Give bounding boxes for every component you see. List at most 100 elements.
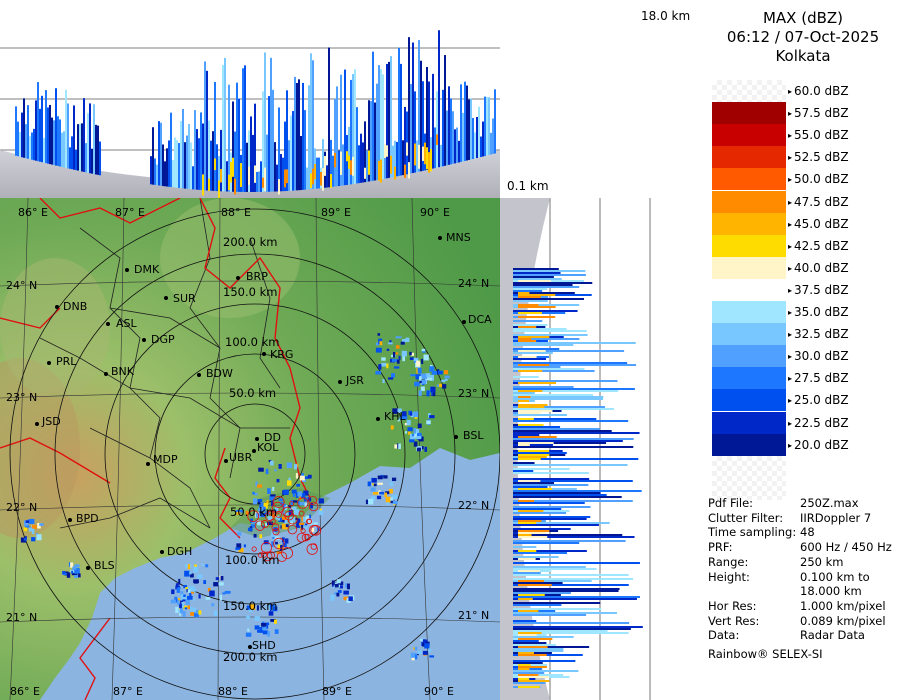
echo-column bbox=[192, 166, 194, 190]
echo-row bbox=[513, 552, 568, 554]
echo-column bbox=[166, 148, 168, 187]
echo-pixel bbox=[390, 500, 395, 504]
echo-pixel bbox=[25, 520, 31, 524]
echo-row bbox=[513, 432, 640, 434]
echo-pixel bbox=[196, 574, 203, 579]
echo-pixel bbox=[391, 477, 397, 482]
echo-column bbox=[256, 171, 258, 192]
echo-outline bbox=[262, 551, 273, 562]
station-marker bbox=[68, 518, 72, 522]
echo-row bbox=[513, 604, 562, 606]
echo-row bbox=[513, 566, 586, 568]
echo-row bbox=[518, 396, 531, 398]
echo-column bbox=[494, 89, 496, 154]
echo-column bbox=[274, 142, 276, 192]
echo-column bbox=[318, 157, 320, 189]
echo-pixel bbox=[429, 366, 435, 372]
echo-outline bbox=[251, 546, 257, 552]
station-label: UBR bbox=[229, 451, 253, 464]
echo-pixel bbox=[397, 418, 400, 422]
echo-row bbox=[513, 522, 610, 524]
metadata-value: 0.100 km to bbox=[800, 569, 870, 584]
echo-row bbox=[513, 472, 589, 474]
echo-column bbox=[408, 37, 410, 174]
echo-pixel bbox=[299, 501, 306, 506]
lon-label-bottom: 87° E bbox=[113, 685, 143, 698]
legend-label: 45.0 dBZ bbox=[788, 217, 849, 233]
echo-column bbox=[428, 81, 430, 170]
echo-column bbox=[338, 150, 340, 187]
station-label: KRG bbox=[270, 348, 294, 361]
range-ring-label: 50.0 km bbox=[230, 505, 278, 519]
echo-row bbox=[513, 392, 535, 394]
echo-pixel bbox=[267, 604, 272, 610]
echo-column bbox=[464, 81, 466, 161]
echo-row bbox=[518, 686, 540, 688]
earth-curvature-shading bbox=[0, 150, 500, 198]
echo-pixel bbox=[77, 573, 81, 578]
echo-column bbox=[244, 65, 246, 192]
echo-column bbox=[31, 132, 33, 160]
echo-pixel bbox=[265, 468, 269, 475]
echo-pixel bbox=[283, 489, 289, 495]
echo-row bbox=[518, 520, 542, 522]
echo-column bbox=[492, 118, 494, 155]
echo-pixel bbox=[286, 462, 293, 469]
echo-column bbox=[33, 128, 35, 161]
echo-column bbox=[212, 131, 214, 191]
echo-row bbox=[513, 508, 562, 510]
echo-pixel bbox=[375, 370, 382, 375]
metadata-key: Time sampling: bbox=[708, 525, 797, 540]
echo-pixel bbox=[192, 566, 199, 573]
echo-row bbox=[513, 368, 585, 370]
echo-pixel bbox=[343, 596, 349, 601]
legend-swatch bbox=[712, 301, 786, 323]
echo-column bbox=[264, 167, 266, 192]
echo-column bbox=[91, 148, 93, 174]
legend-label: 42.5 dBZ bbox=[788, 239, 849, 255]
echo-pixel bbox=[301, 473, 304, 477]
echo-pixel bbox=[305, 515, 310, 521]
echo-column bbox=[252, 134, 254, 192]
echo-outline bbox=[272, 528, 280, 536]
echo-row bbox=[513, 394, 594, 396]
echo-row bbox=[518, 336, 550, 338]
echo-row bbox=[518, 404, 548, 406]
radar-echoes bbox=[20, 333, 450, 661]
echo-pixel bbox=[243, 544, 247, 548]
echo-pixel bbox=[184, 607, 188, 610]
echo-column bbox=[278, 179, 280, 195]
echo-pixel bbox=[297, 491, 303, 497]
echo-row bbox=[518, 306, 556, 308]
echo-pixel bbox=[257, 629, 263, 633]
echo-pixel bbox=[31, 537, 36, 542]
echo-column bbox=[444, 55, 446, 166]
echo-row bbox=[513, 672, 545, 674]
echo-pixel bbox=[291, 489, 297, 494]
echo-pixel bbox=[189, 585, 195, 591]
echo-pixel bbox=[281, 523, 288, 530]
echo-pixel bbox=[319, 508, 322, 512]
legend-swatch bbox=[712, 234, 786, 257]
echo-row bbox=[513, 484, 589, 486]
echo-column bbox=[210, 140, 212, 191]
echo-pixel bbox=[424, 446, 428, 452]
echo-pixel bbox=[402, 356, 406, 362]
echo-column bbox=[384, 144, 386, 159]
hill-shading bbox=[160, 198, 300, 318]
echo-pixel bbox=[416, 436, 422, 440]
echo-outline bbox=[266, 551, 276, 560]
echo-column bbox=[89, 103, 91, 174]
echo-column bbox=[330, 139, 332, 188]
echo-pixel bbox=[175, 606, 179, 613]
echo-pixel bbox=[302, 516, 308, 523]
echo-row bbox=[513, 338, 580, 340]
echo-column bbox=[386, 63, 388, 179]
echo-row bbox=[513, 446, 634, 448]
echo-pixel bbox=[392, 408, 398, 414]
echo-pixel bbox=[257, 501, 261, 504]
echo-row bbox=[518, 580, 544, 582]
echo-pixel bbox=[190, 612, 195, 616]
echo-row bbox=[518, 390, 543, 392]
echo-pixel bbox=[307, 497, 312, 502]
